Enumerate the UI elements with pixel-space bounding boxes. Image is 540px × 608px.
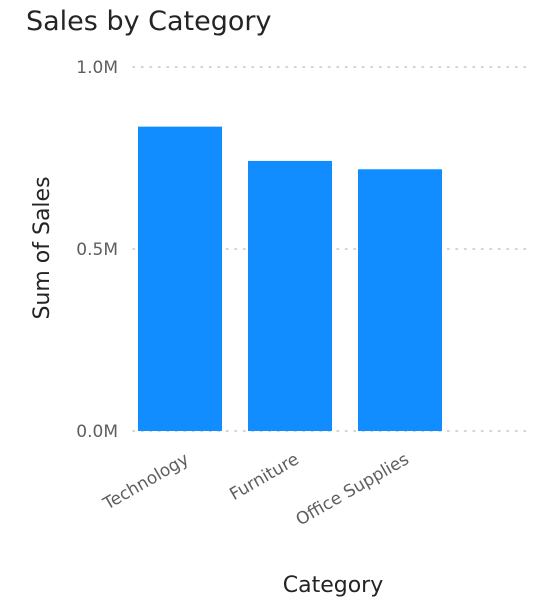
y-tick-label: 1.0M xyxy=(76,58,118,78)
y-axis-title: Sum of Sales xyxy=(30,176,55,319)
x-tick-label: Furniture xyxy=(226,449,302,504)
bars xyxy=(138,126,442,432)
y-tick-label: 0.0M xyxy=(76,422,118,442)
y-tick-label: 0.5M xyxy=(76,240,118,260)
bar[interactable] xyxy=(248,160,332,432)
bar[interactable] xyxy=(358,169,442,431)
x-axis-title: Category xyxy=(283,573,384,598)
y-axis-ticks: 0.0M 0.5M 1.0M xyxy=(76,58,118,442)
chart-title: Sales by Category xyxy=(26,6,272,37)
gridlines xyxy=(132,66,531,432)
x-tick-label: Technology xyxy=(99,449,192,514)
x-tick-label: Office Supplies xyxy=(293,449,413,530)
bar[interactable] xyxy=(138,126,222,431)
